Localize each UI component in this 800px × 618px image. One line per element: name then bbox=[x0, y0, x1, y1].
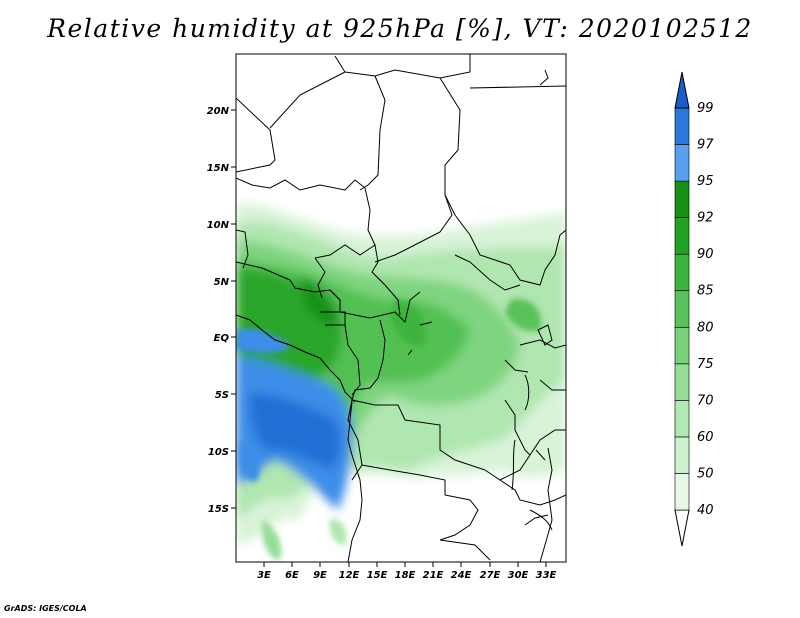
lon-label: 24E bbox=[451, 570, 472, 581]
lon-label: 33E bbox=[536, 570, 557, 581]
lat-label: 20N bbox=[207, 106, 230, 117]
colorbar-swatch bbox=[674, 290, 690, 328]
colorbar-level-label: 80 bbox=[697, 320, 714, 335]
lon-label: 6E bbox=[285, 570, 299, 581]
rh-band-99 bbox=[249, 392, 342, 470]
lon-label: 15E bbox=[367, 570, 388, 581]
lat-label: 5N bbox=[214, 277, 230, 288]
lat-label: EQ bbox=[214, 333, 230, 344]
map-frame bbox=[235, 53, 567, 563]
lon-label: 9E bbox=[313, 570, 327, 581]
colorbar-level-label: 40 bbox=[697, 503, 714, 518]
humidity-field bbox=[236, 54, 566, 562]
colorbar-level-label: 92 bbox=[697, 211, 714, 226]
latitude-axis bbox=[231, 109, 236, 509]
colorbar-swatch bbox=[674, 363, 690, 401]
lon-label: 27E bbox=[480, 570, 501, 581]
colorbar: 40 50 60 70 75 80 85 90 92 95 97 99 bbox=[674, 71, 714, 547]
colorbar-level-label: 95 bbox=[697, 174, 714, 189]
latitude-labels: 20N 15N 10N 5N EQ 5S 10S 15S bbox=[207, 106, 230, 515]
colorbar-level-label: 97 bbox=[697, 138, 714, 153]
map-title: Relative humidity at 925hPa [%], VT: 202… bbox=[47, 14, 753, 43]
colorbar-swatch bbox=[674, 217, 690, 255]
lon-label: 21E bbox=[423, 570, 444, 581]
lat-label: 10N bbox=[207, 220, 230, 231]
colorbar-swatch bbox=[674, 144, 690, 182]
colorbar-level-label: 85 bbox=[697, 284, 714, 299]
colorbar-level-label: 99 bbox=[697, 101, 714, 116]
colorbar-level-label: 70 bbox=[697, 393, 714, 408]
lakes bbox=[407, 321, 553, 531]
colorbar-swatch bbox=[674, 326, 690, 365]
lat-label: 10S bbox=[208, 447, 229, 458]
colorbar-swatch bbox=[674, 107, 690, 145]
lon-label: 18E bbox=[395, 570, 416, 581]
country-borders bbox=[236, 54, 566, 562]
colorbar-level-label: 75 bbox=[697, 357, 714, 372]
colorbar-swatch bbox=[674, 400, 690, 438]
colorbar-max-triangle bbox=[674, 71, 690, 109]
lon-label: 12E bbox=[339, 570, 360, 581]
colorbar-swatch bbox=[674, 180, 690, 218]
longitude-axis bbox=[263, 562, 547, 567]
lon-label: 3E bbox=[257, 570, 271, 581]
lat-label: 15S bbox=[208, 504, 229, 515]
lat-label: 5S bbox=[215, 390, 229, 401]
colorbar-min-triangle bbox=[674, 509, 690, 547]
lat-label: 15N bbox=[207, 163, 230, 174]
longitude-labels: 3E 6E 9E 12E 15E 18E 21E 24E 27E 30E 33E bbox=[257, 570, 556, 581]
colorbar-level-label: 50 bbox=[697, 466, 714, 481]
colorbar-swatch bbox=[674, 253, 690, 292]
colorbar-level-label: 90 bbox=[697, 247, 714, 262]
lon-label: 30E bbox=[508, 570, 529, 581]
colorbar-swatch bbox=[674, 436, 690, 474]
credit-label: GrADS: IGES/COLA bbox=[4, 604, 87, 613]
colorbar-swatch bbox=[674, 473, 690, 511]
colorbar-level-label: 60 bbox=[697, 430, 714, 445]
